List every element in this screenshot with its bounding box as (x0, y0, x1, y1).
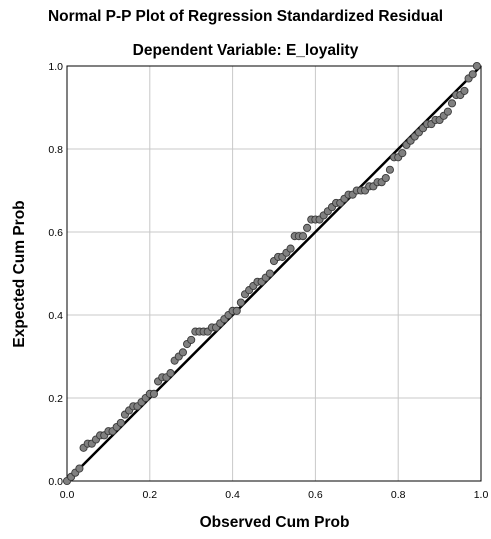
x-tick-labels: 0.0 0.2 0.4 0.6 0.8 1.0 (60, 489, 489, 501)
data-point (187, 335, 196, 344)
y-tick-label: 0.0 (48, 476, 63, 488)
data-point (149, 389, 158, 398)
data-point (447, 99, 457, 108)
data-point (75, 464, 84, 473)
reference-line (66, 65, 482, 482)
plot-frame (66, 65, 482, 482)
data-point (460, 86, 469, 95)
chart-title: Normal P-P Plot of Regression Standardiz… (47, 8, 444, 25)
data-point (166, 369, 175, 378)
data-point (303, 223, 312, 232)
x-tick-label: 0.8 (391, 489, 406, 501)
data-point (236, 298, 245, 307)
x-tick-label: 0.0 (60, 489, 75, 501)
data-point (286, 244, 295, 253)
y-tick-labels: 0.0 0.2 0.4 0.6 0.8 1.0 (48, 61, 63, 488)
data-point (468, 70, 477, 79)
data-point (232, 306, 241, 315)
data-point (385, 165, 394, 174)
x-tick-label: 0.4 (225, 489, 240, 501)
x-tick-label: 1.0 (474, 489, 489, 501)
data-points (62, 61, 481, 486)
y-tick-label: 0.8 (48, 144, 63, 156)
data-point (178, 348, 187, 357)
data-point (472, 61, 481, 71)
data-point (381, 173, 390, 183)
y-tick-label: 0.6 (48, 227, 63, 239)
y-tick-label: 0.4 (48, 310, 63, 322)
data-point (298, 232, 308, 241)
x-tick-label: 0.6 (308, 489, 323, 501)
x-axis-label: Observed Cum Prob (199, 514, 350, 531)
chart-subtitle: Dependent Variable: E_loyality (132, 42, 359, 59)
y-tick-label: 0.2 (48, 393, 63, 405)
data-point (116, 418, 125, 427)
data-point (265, 269, 274, 278)
data-point (443, 107, 452, 116)
x-tick-label: 0.2 (142, 489, 157, 501)
y-tick-label: 1.0 (48, 61, 63, 73)
data-point (398, 149, 407, 158)
